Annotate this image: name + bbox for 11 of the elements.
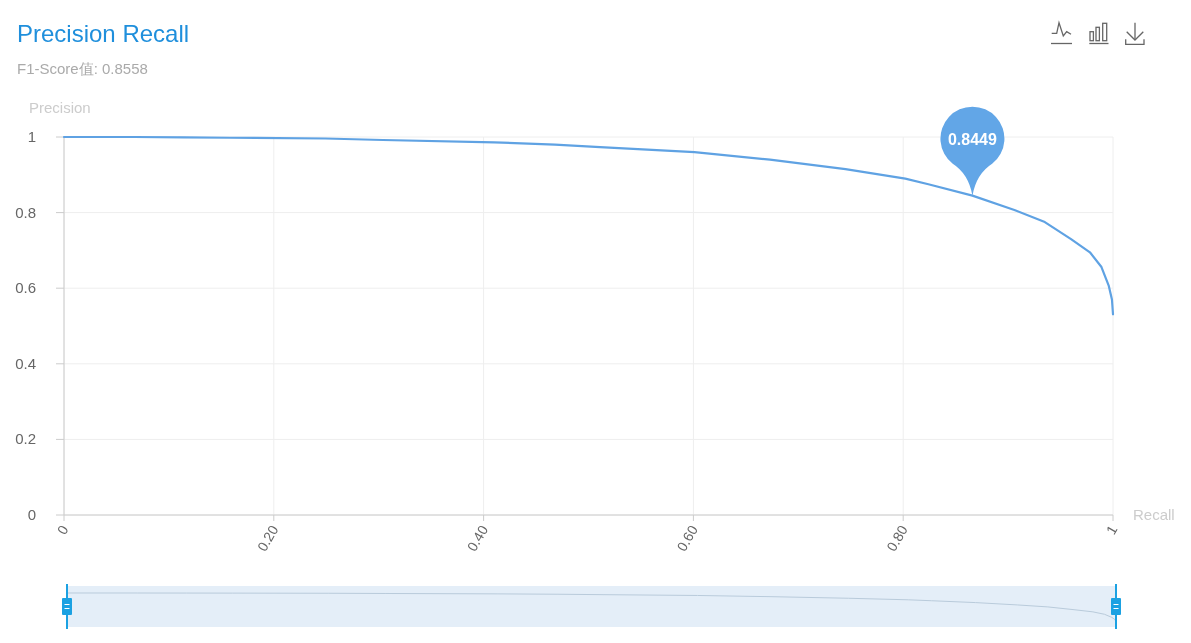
y-tick-label: 1	[27, 128, 36, 145]
y-tick-label: 0.6	[15, 279, 36, 297]
y-tick-label: 0.4	[15, 354, 36, 372]
y-tick-label: 0	[27, 506, 36, 523]
annotation: 0.8449	[947, 130, 997, 148]
title: Precision Recall	[17, 20, 190, 47]
x-tick-label: 1	[1102, 522, 1121, 538]
x-tick-label: 0	[53, 522, 72, 538]
subtitle: F1-Score值: 0.8558	[17, 60, 148, 77]
y-tick-label: 0.8	[15, 203, 36, 221]
y-tick-label: 0.2	[15, 430, 36, 448]
